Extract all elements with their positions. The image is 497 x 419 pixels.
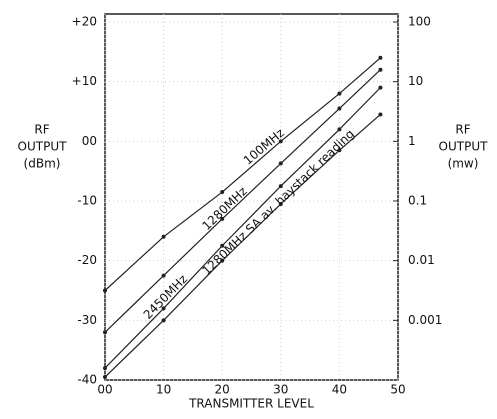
data-point	[278, 184, 283, 189]
y-tick-label: -20	[77, 253, 97, 267]
data-point	[337, 148, 342, 153]
y2-axis-label: RF	[455, 123, 470, 137]
data-point	[220, 190, 225, 195]
plot-frame	[104, 13, 399, 381]
series-line	[104, 57, 381, 291]
y2-axis-label: (mw)	[448, 157, 479, 171]
y2-tick-label: 10	[408, 74, 423, 88]
y2-tick-label: 100	[408, 15, 431, 29]
x-tick-label: 40	[332, 383, 347, 397]
data-point	[220, 243, 225, 248]
data-point	[337, 106, 342, 111]
y2-tick-label: 0.001	[408, 313, 442, 327]
data-point	[161, 234, 166, 239]
data-point	[378, 67, 383, 72]
data-point	[278, 201, 283, 206]
x-axis-label: TRANSMITTER LEVEL	[188, 397, 314, 411]
y2-tick-label: 0.1	[408, 194, 427, 208]
y-axis-label: OUTPUT	[18, 140, 68, 154]
y2-tick-label: 0.01	[408, 253, 435, 267]
data-point	[337, 127, 342, 132]
data-point	[103, 330, 107, 335]
data-point	[161, 306, 166, 311]
y-tick-label: +20	[72, 15, 97, 29]
x-tick-label: 30	[273, 383, 288, 397]
y-tick-label: -10	[77, 194, 97, 208]
x-tick-label: 20	[215, 383, 230, 397]
data-point	[103, 366, 107, 371]
data-point	[378, 112, 383, 117]
y-tick-label: -30	[77, 313, 97, 327]
data-point	[161, 318, 166, 323]
data-point	[378, 85, 383, 90]
data-point	[103, 288, 107, 293]
y-axis-label: (dBm)	[24, 157, 61, 171]
data-point	[278, 161, 283, 166]
data-point	[378, 55, 383, 60]
y-axis-label: RF	[34, 123, 49, 137]
data-point	[103, 375, 107, 380]
series-line	[104, 87, 381, 369]
y2-axis-label: OUTPUT	[439, 140, 489, 154]
data-point	[220, 216, 225, 221]
x-tick-label: 00	[97, 383, 112, 397]
x-tick-label: 50	[390, 383, 405, 397]
x-tick-label: 10	[156, 383, 171, 397]
data-point	[337, 91, 342, 96]
y-tick-label: +10	[72, 74, 97, 88]
data-point	[220, 258, 225, 263]
series-line	[104, 114, 381, 378]
y-tick-label: -40	[77, 373, 97, 387]
data-point	[278, 139, 283, 144]
series-line	[104, 69, 381, 333]
data-point	[161, 273, 166, 278]
y-tick-label: 00	[82, 134, 97, 148]
y2-tick-label: 1	[408, 134, 416, 148]
